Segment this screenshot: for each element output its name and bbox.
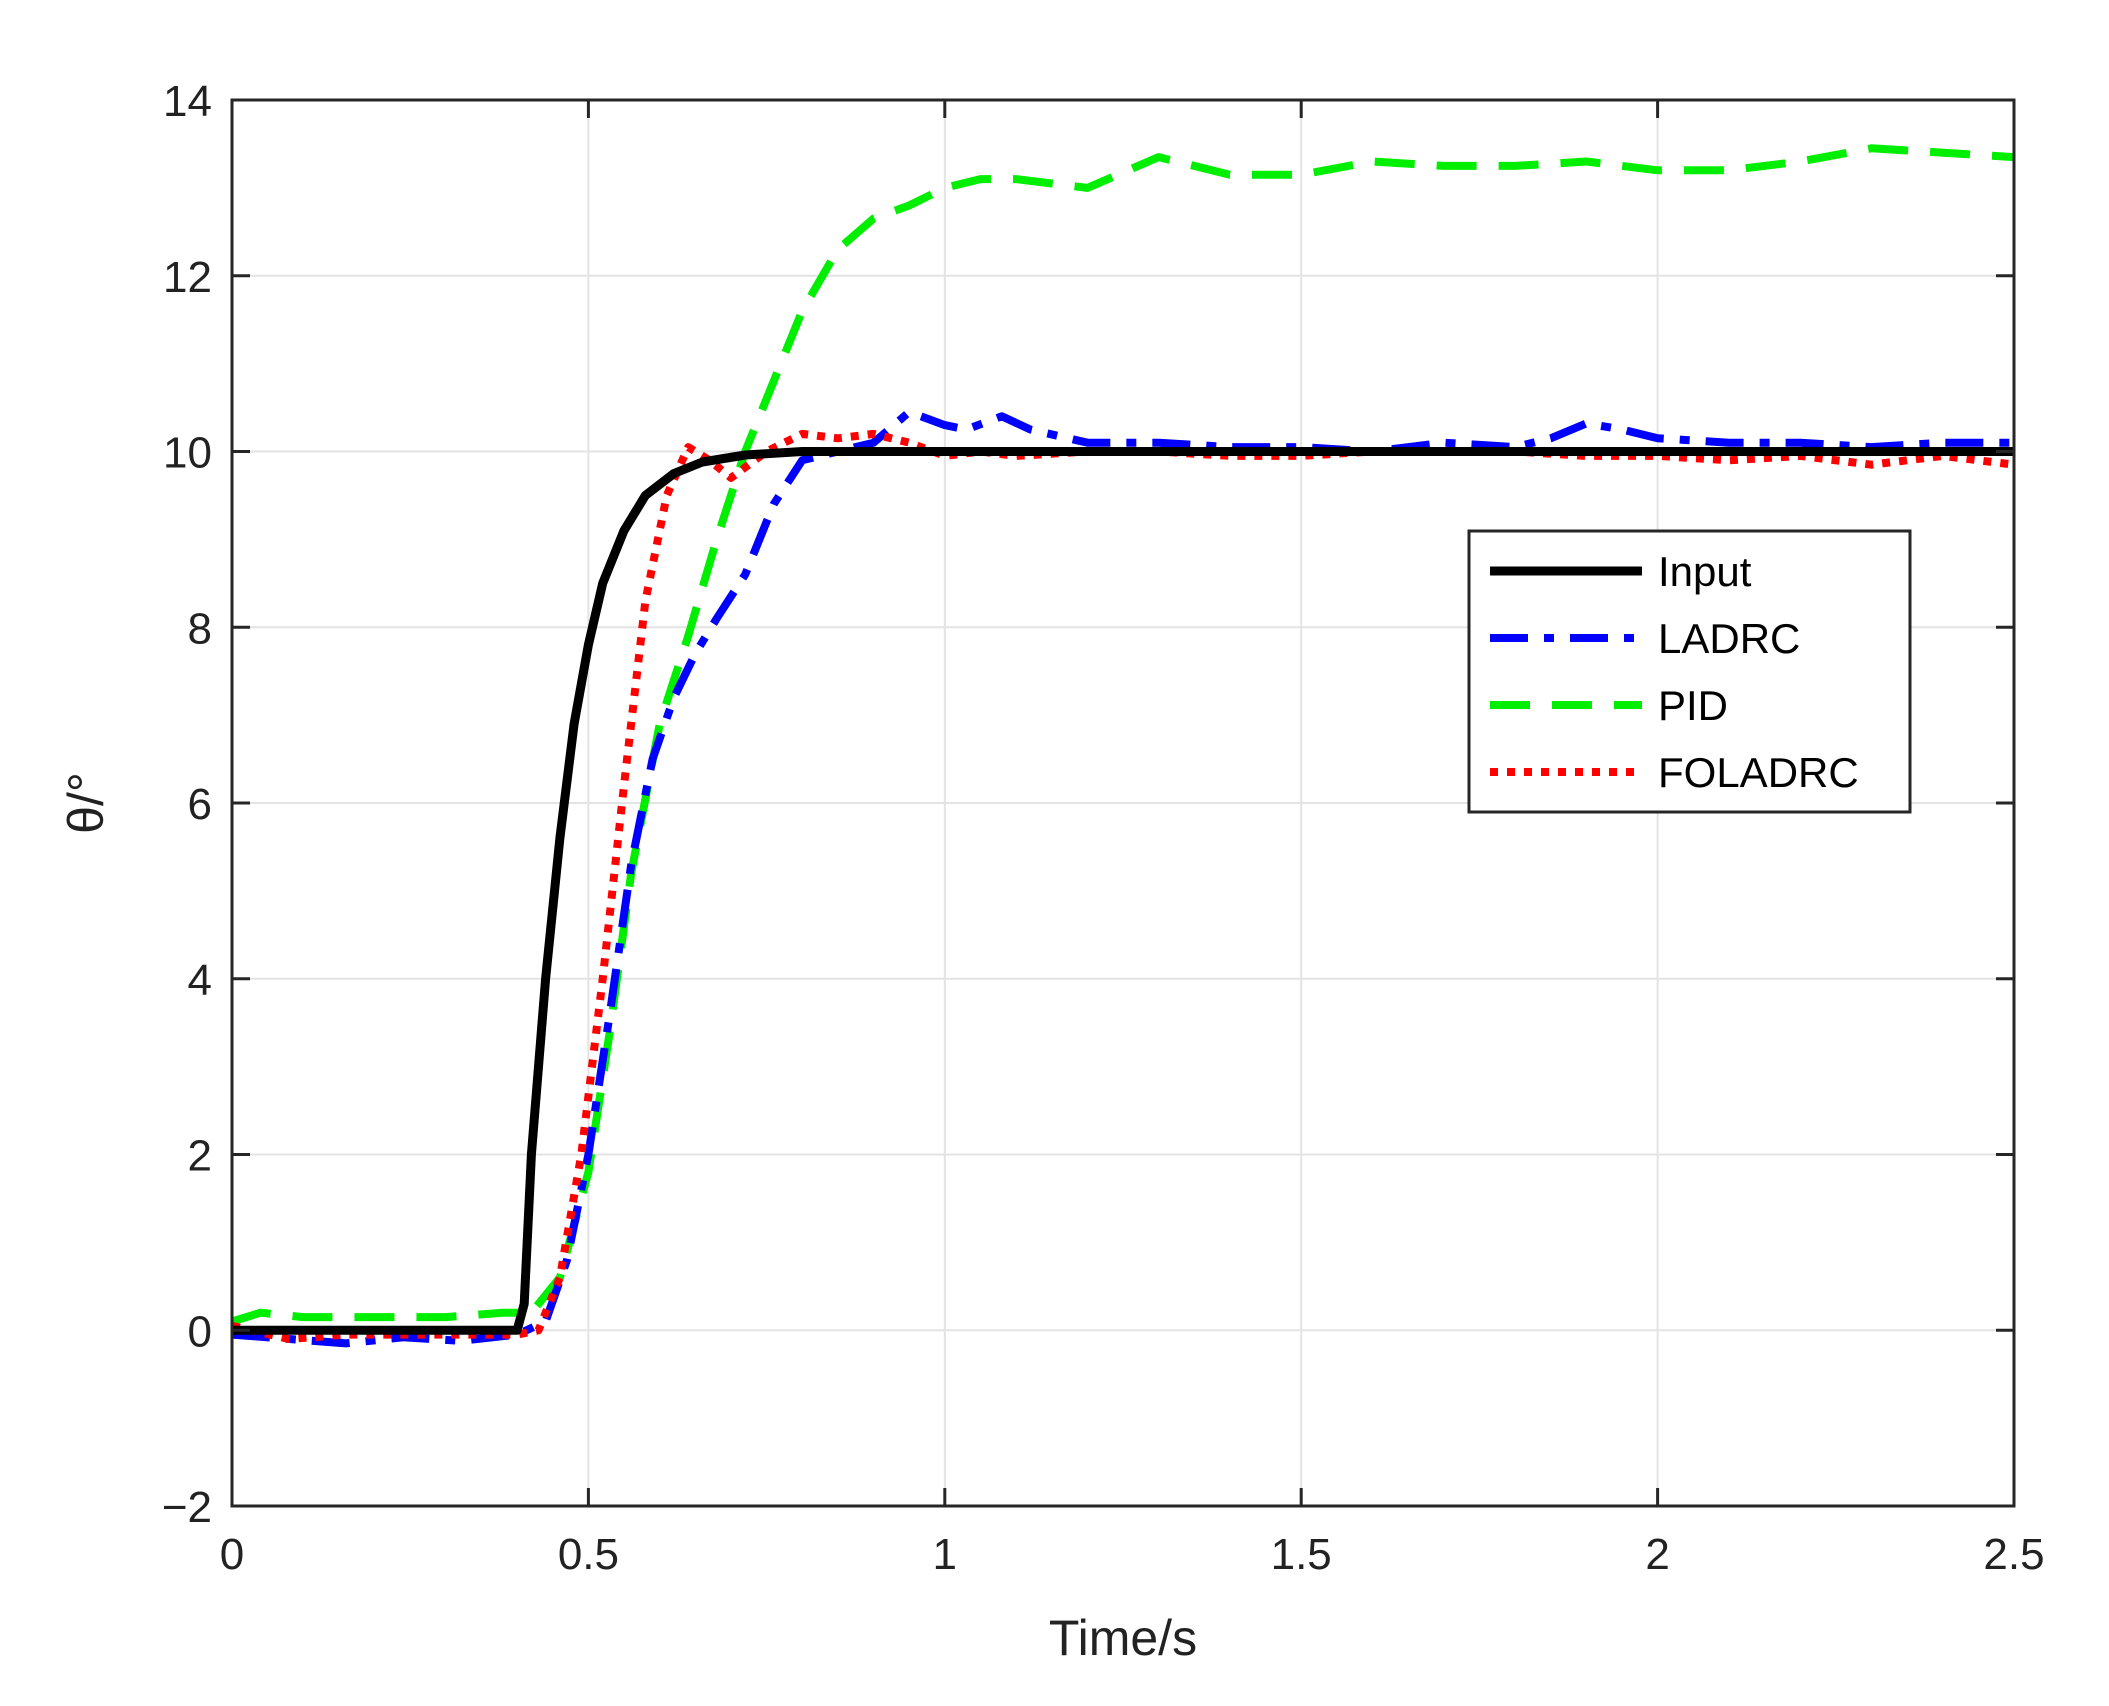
- x-tick-label: 2.5: [1983, 1530, 2044, 1579]
- series-line-pid: [230, 144, 2015, 1326]
- legend-label: FOLADRC: [1658, 749, 1859, 796]
- x-tick-label: 1: [933, 1530, 957, 1579]
- y-tick-label: 2: [188, 1132, 212, 1181]
- legend-label: Input: [1658, 548, 1752, 595]
- y-tick-label: 0: [188, 1307, 212, 1356]
- x-tick-label: 0: [220, 1530, 244, 1579]
- series-line-foladrc: [231, 429, 2015, 1343]
- x-tick-label: 1.5: [1271, 1530, 1332, 1579]
- x-tick-label: 2: [1645, 1530, 1669, 1579]
- y-tick-label: 12: [163, 253, 212, 302]
- legend-label: LADRC: [1658, 615, 1800, 662]
- series-line-input: [232, 447, 2014, 1335]
- y-axis-label: θ/°: [58, 772, 114, 834]
- legend-label: PID: [1658, 682, 1728, 729]
- y-tick-label: 14: [163, 77, 212, 126]
- x-axis-label: Time/s: [1049, 1610, 1197, 1666]
- y-tick-label: 8: [188, 604, 212, 653]
- legend-box: [1467, 529, 1912, 814]
- legend: Input LADRC PID FOLADRC: [1467, 529, 1912, 814]
- y-tick-label: 6: [188, 780, 212, 829]
- y-tick-label: −2: [162, 1483, 212, 1532]
- y-tick-label: 10: [163, 429, 212, 478]
- series-layer: [230, 144, 2015, 1348]
- x-tick-label: 0.5: [558, 1530, 619, 1579]
- y-tick-label: 4: [188, 956, 212, 1005]
